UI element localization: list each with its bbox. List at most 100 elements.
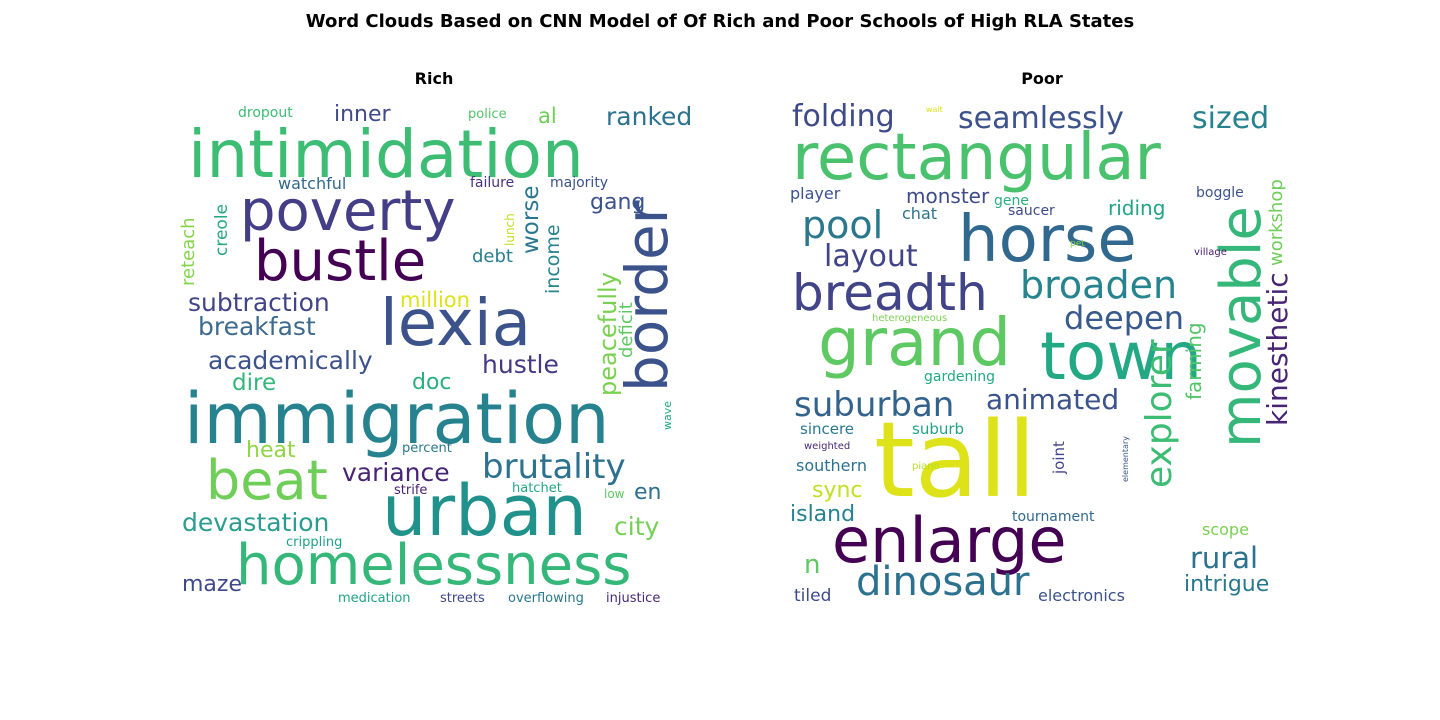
poor-word: piano — [912, 461, 940, 472]
rich-word: border — [613, 200, 681, 392]
poor-word: village — [1194, 247, 1227, 258]
poor-word: tournament — [1012, 509, 1095, 525]
rich-word: poverty — [240, 179, 456, 244]
poor-word: rural — [1190, 541, 1259, 575]
poor-word: scope — [1202, 520, 1249, 539]
rich-word: city — [614, 512, 660, 541]
poor-word: riding — [1108, 196, 1166, 220]
poor-word: southern — [796, 456, 867, 475]
rich-word: dropout — [238, 105, 293, 121]
rich-word: hustle — [482, 350, 559, 379]
rich-word: million — [400, 288, 470, 312]
rich-word: crippling — [286, 535, 343, 550]
poor-word: weighted — [804, 441, 851, 452]
rich-word: beat — [206, 449, 328, 512]
rich-word: debt — [472, 246, 513, 267]
rich-word: en — [634, 480, 662, 505]
rich-word: devastation — [182, 508, 330, 537]
poor-word: folding — [792, 99, 895, 134]
poor-word: wait — [926, 105, 943, 114]
rich-word: reteach — [178, 217, 199, 286]
rich-word: police — [468, 107, 507, 122]
poor-word: broaden — [1020, 263, 1178, 307]
poor-word: dinosaur — [856, 559, 1030, 605]
rich-word: worse — [518, 185, 544, 254]
poor-word: sincere — [800, 420, 855, 438]
rich-word: overflowing — [508, 591, 584, 606]
poor-word: workshop — [1266, 179, 1287, 266]
poor-word: joint — [1050, 441, 1068, 474]
poor-word: horse — [958, 203, 1137, 277]
poor-word: town — [1040, 318, 1203, 395]
rich-word: subtraction — [188, 288, 330, 317]
rich-word: variance — [342, 458, 450, 487]
rich-word: deficit — [616, 302, 637, 358]
poor-word: intrigue — [1184, 572, 1270, 597]
rich-word: al — [538, 104, 557, 128]
figure-title: Word Clouds Based on CNN Model of Of Ric… — [305, 11, 1135, 32]
rich-word: income — [542, 224, 564, 294]
poor-word: sync — [812, 478, 863, 503]
poor-word: pet — [1070, 239, 1085, 249]
rich-word: intimidation — [188, 116, 584, 193]
rich-word: streets — [440, 591, 485, 606]
poor-word: island — [790, 502, 856, 527]
poor-word: tiled — [794, 586, 832, 606]
rich-word: injustice — [606, 591, 661, 606]
rich-word: inner — [334, 102, 391, 127]
poor-word: boggle — [1196, 185, 1244, 201]
poor-word: breadth — [792, 264, 988, 322]
poor-word: enlarge — [832, 504, 1067, 577]
rich-word: medication — [338, 591, 411, 606]
poor-word: grand — [818, 304, 1012, 381]
poor-word: chat — [902, 204, 938, 223]
rich-word: lunch — [503, 213, 517, 246]
rich-word: majority — [550, 175, 609, 191]
rich-word: ranked — [606, 102, 693, 131]
poor-word-cloud: rectangular horse breadth grand town movable t… — [782, 96, 1302, 616]
poor-word: electronics — [1038, 586, 1125, 605]
rich-word: homelessness — [236, 533, 632, 598]
poor-word: suburb — [912, 420, 965, 438]
poor-word: pool — [802, 203, 884, 247]
rich-panel-title: Rich — [414, 69, 454, 88]
poor-word: seamlessly — [958, 101, 1124, 136]
rich-word: heat — [246, 438, 296, 463]
poor-word: n — [804, 550, 821, 580]
poor-word: kinesthetic — [1261, 272, 1294, 426]
rich-word: urban — [382, 470, 587, 552]
poor-word: sized — [1192, 101, 1270, 136]
poor-word: explorer — [1139, 339, 1180, 488]
rich-word: creole — [212, 203, 232, 256]
poor-word: gene — [994, 193, 1029, 209]
poor-word: elementary — [1121, 436, 1130, 482]
rich-word: wave — [661, 400, 674, 430]
rich-word: gang — [590, 190, 646, 215]
rich-word: hatchet — [512, 481, 562, 496]
rich-word: percent — [402, 441, 452, 456]
rich-word: doc — [412, 370, 452, 395]
poor-word: animated — [986, 383, 1120, 416]
poor-word: heterogeneous — [872, 313, 948, 324]
rich-word: breakfast — [198, 312, 316, 341]
rich-word: strife — [394, 483, 428, 498]
rich-word: brutality — [482, 447, 626, 487]
poor-panel-title: Poor — [1021, 69, 1063, 88]
poor-word: suburban — [794, 385, 955, 425]
poor-word: farming — [1182, 322, 1206, 400]
rich-word: immigration — [184, 378, 610, 460]
rich-word: academically — [208, 346, 373, 375]
rich-word: failure — [470, 175, 515, 191]
rich-word: bustle — [254, 229, 427, 294]
rich-word: low — [604, 487, 625, 501]
poor-word: layout — [824, 239, 918, 274]
rich-word-cloud: intimidation poverty bustle lexia border immi… — [174, 96, 694, 616]
poor-word: saucer — [1008, 203, 1055, 219]
poor-word: monster — [906, 184, 990, 208]
poor-word: gardening — [924, 369, 995, 385]
rich-word: maze — [182, 572, 242, 597]
poor-word: player — [790, 184, 841, 203]
poor-word: deepen — [1064, 299, 1184, 337]
rich-word: lexia — [380, 287, 531, 361]
rich-word: dire — [232, 370, 277, 396]
